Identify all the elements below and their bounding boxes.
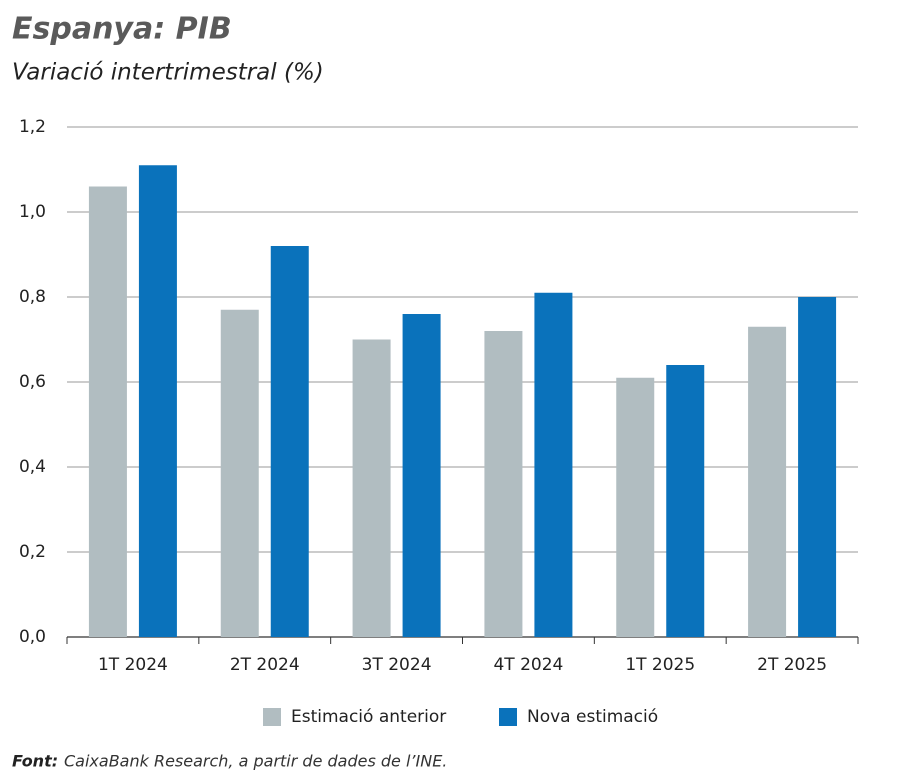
legend-swatch bbox=[499, 708, 517, 726]
x-tick-label: 2T 2025 bbox=[757, 655, 827, 675]
y-tick-label: 1,2 bbox=[19, 117, 46, 137]
bar bbox=[534, 292, 573, 637]
bar bbox=[484, 331, 523, 637]
legend-label: Estimació anterior bbox=[291, 707, 446, 727]
y-tick-label: 1,0 bbox=[19, 202, 46, 222]
source-text: CaixaBank Research, a partir de dades de… bbox=[64, 752, 447, 771]
bar bbox=[616, 377, 655, 637]
bar bbox=[220, 309, 259, 637]
x-tick-label: 1T 2024 bbox=[98, 655, 168, 675]
x-tick-label: 2T 2024 bbox=[230, 655, 300, 675]
bar bbox=[138, 165, 177, 637]
legend-label: Nova estimació bbox=[527, 707, 658, 727]
x-tick-label: 3T 2024 bbox=[362, 655, 432, 675]
chart-subtitle: Variació intertrimestral (%) bbox=[12, 60, 324, 86]
y-tick-label: 0,8 bbox=[19, 287, 46, 307]
y-tick-label: 0,0 bbox=[19, 627, 46, 647]
bar bbox=[88, 186, 127, 637]
y-tick-label: 0,2 bbox=[19, 542, 46, 562]
bar bbox=[270, 246, 309, 637]
y-tick-label: 0,4 bbox=[19, 457, 46, 477]
bar bbox=[402, 314, 441, 637]
y-tick-label: 0,6 bbox=[19, 372, 46, 392]
bar bbox=[666, 365, 705, 637]
legend-swatch bbox=[263, 708, 281, 726]
x-tick-label: 4T 2024 bbox=[493, 655, 563, 675]
bar bbox=[352, 339, 391, 637]
x-tick-label: 1T 2025 bbox=[625, 655, 695, 675]
chart-title: Espanya: PIB bbox=[12, 12, 232, 47]
bar bbox=[748, 326, 787, 637]
source-label: Font: bbox=[12, 752, 58, 771]
bar bbox=[798, 297, 837, 637]
